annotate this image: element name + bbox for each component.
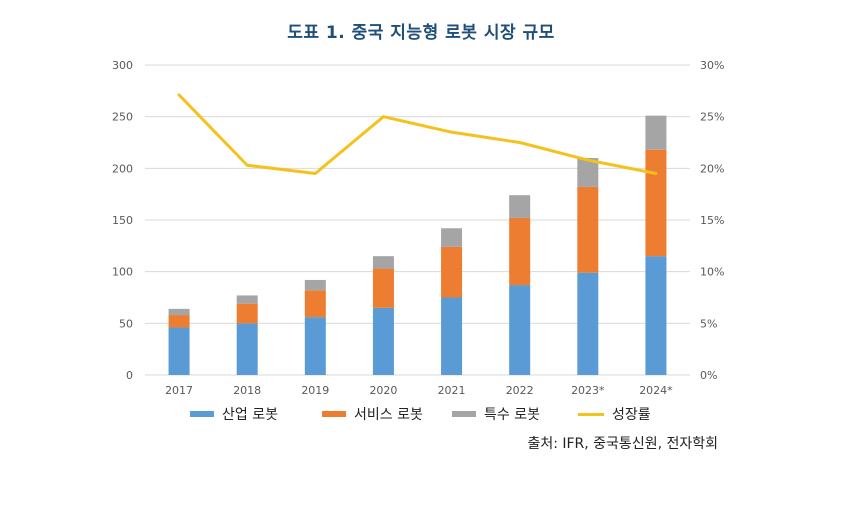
- bar-service: [304, 290, 326, 318]
- y2-tick-label: 10%: [700, 266, 724, 279]
- legend: 산업 로봇 서비스 로봇 특수 로봇 성장률: [190, 404, 710, 426]
- bar-industrial: [372, 307, 394, 375]
- legend-label-industrial: 산업 로봇: [222, 407, 278, 423]
- y2-tick-label: 5%: [700, 317, 717, 330]
- y-tick-label: 100: [112, 266, 133, 279]
- legend-item-special: 특수 로봇: [452, 404, 540, 424]
- y2-tick-label: 30%: [700, 59, 724, 72]
- growth-line-layer: [177, 93, 658, 175]
- bar-special: [509, 195, 531, 218]
- bar-industrial: [236, 323, 258, 375]
- grid-lines: [145, 64, 690, 376]
- bar-special: [577, 158, 599, 187]
- bar-service: [372, 268, 394, 308]
- growth-rate-line: [177, 93, 658, 175]
- y-tick-label: 250: [112, 111, 133, 124]
- x-tick-label: 2024*: [639, 384, 673, 397]
- legend-swatch-special: [452, 411, 476, 417]
- bar-special: [168, 308, 190, 316]
- bar-service: [441, 246, 463, 298]
- bar-service: [236, 303, 258, 324]
- legend-item-growth: 성장률: [578, 404, 651, 424]
- x-tick-label: 2019: [301, 384, 329, 397]
- x-tick-label: 2022: [506, 384, 534, 397]
- bar-stacks: [168, 115, 667, 375]
- legend-label-special: 특수 로봇: [484, 407, 540, 423]
- bar-special: [236, 295, 258, 304]
- legend-label-service: 서비스 로봇: [354, 407, 423, 423]
- legend-item-service: 서비스 로봇: [322, 404, 423, 424]
- y-tick-label: 150: [112, 214, 133, 227]
- x-tick-label: 2017: [165, 384, 193, 397]
- axis-labels: 0 50 100 150 200 250 300 0% 5% 10% 15% 20% 25% 30% 201…: [112, 59, 724, 397]
- bar-special: [645, 115, 667, 150]
- legend-swatch-service: [322, 411, 346, 417]
- bar-industrial: [304, 317, 326, 375]
- bar-service: [168, 315, 190, 328]
- bar-special: [372, 256, 394, 269]
- y-tick-label: 50: [119, 317, 133, 330]
- source-note: 출처: IFR, 중국통신원, 전자학회: [527, 436, 718, 452]
- bar-special: [441, 228, 463, 247]
- legend-swatch-industrial: [190, 411, 214, 417]
- bar-service: [645, 149, 667, 257]
- y2-tick-label: 25%: [700, 111, 724, 124]
- y-tick-label: 0: [126, 369, 133, 382]
- bar-industrial: [577, 272, 599, 375]
- bar-service: [509, 217, 531, 286]
- bar-industrial: [168, 327, 190, 375]
- legend-line-growth: [578, 412, 604, 416]
- bar-industrial: [441, 297, 463, 375]
- x-tick-label: 2020: [369, 384, 397, 397]
- x-tick-label: 2021: [438, 384, 466, 397]
- bar-industrial: [645, 256, 667, 375]
- y2-tick-label: 15%: [700, 214, 724, 227]
- bar-service: [577, 186, 599, 273]
- y-tick-label: 200: [112, 162, 133, 175]
- bar-special: [304, 279, 326, 291]
- bar-industrial: [509, 285, 531, 375]
- x-tick-label: 2018: [233, 384, 261, 397]
- legend-label-growth: 성장률: [612, 407, 651, 423]
- y2-tick-label: 0%: [700, 369, 717, 382]
- y-tick-label: 300: [112, 59, 133, 72]
- x-tick-label: 2023*: [571, 384, 605, 397]
- chart-title: 도표 1. 중국 지능형 로봇 시장 규모: [287, 23, 555, 43]
- legend-item-industrial: 산업 로봇: [190, 404, 278, 424]
- y2-tick-label: 20%: [700, 162, 724, 175]
